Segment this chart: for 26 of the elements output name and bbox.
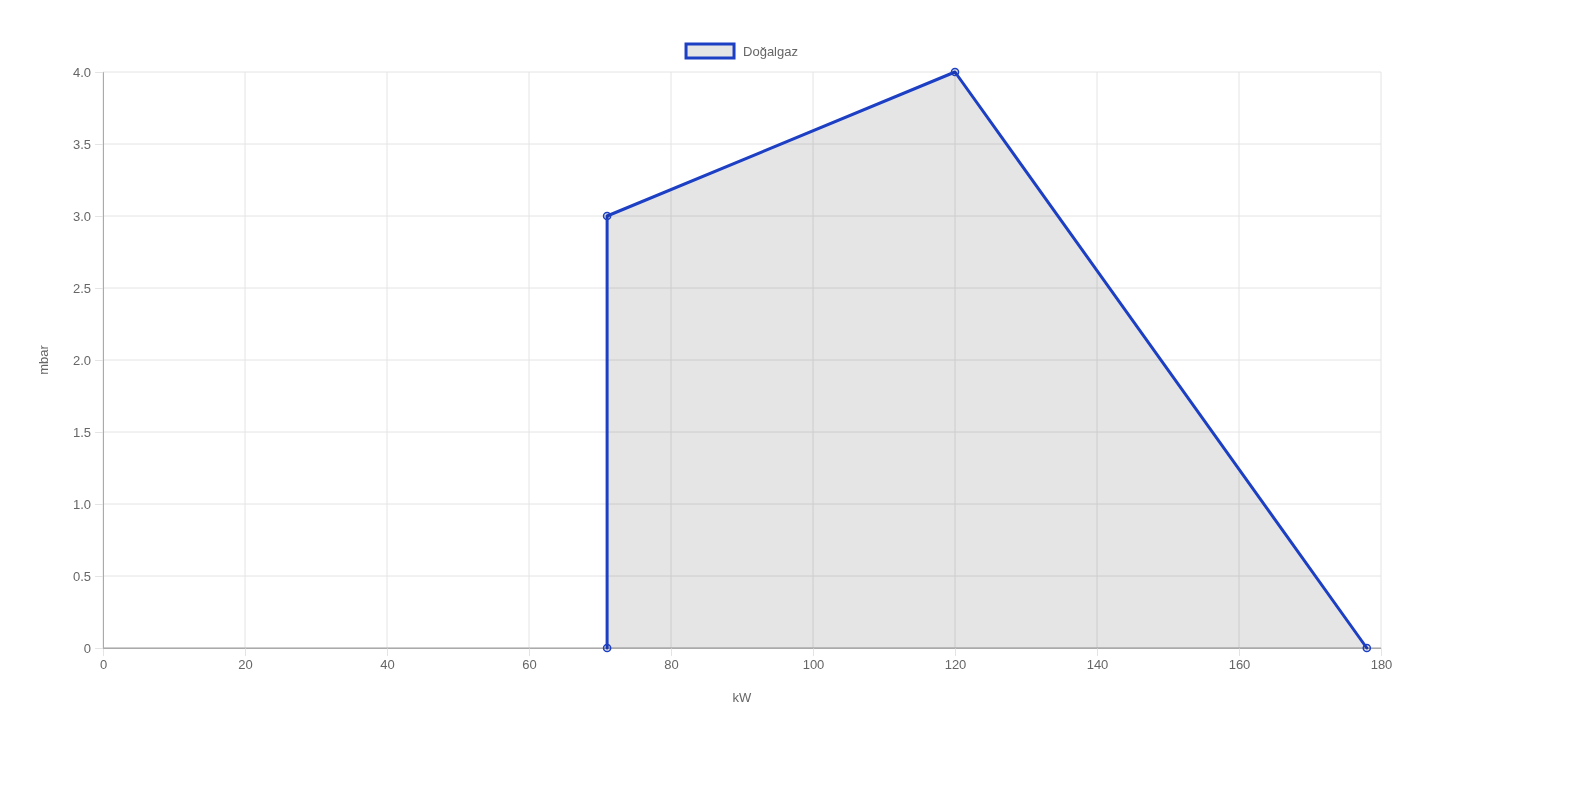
point <box>602 211 612 221</box>
x-tick-label: 0 <box>99 657 108 673</box>
y-tick-label: 4.0 <box>72 64 91 80</box>
point <box>1362 643 1372 653</box>
x-tick-label: 40 <box>380 657 395 673</box>
y-tick-label: 1.0 <box>72 496 91 512</box>
legend-label: Doğalgaz <box>743 44 798 59</box>
point <box>602 643 612 653</box>
x-axis-title: kW <box>732 690 753 705</box>
y-tick-label: 0 <box>83 640 91 656</box>
x-tick-label: 20 <box>238 657 253 673</box>
x-tick-label: 100 <box>802 657 825 673</box>
point <box>950 67 960 77</box>
x-tick-label: 160 <box>1228 657 1251 673</box>
x-tick-label: 120 <box>944 657 967 673</box>
x-tick-label: 180 <box>1370 657 1393 673</box>
y-tick-label: 2.0 <box>72 352 91 368</box>
x-tick-label: 140 <box>1086 657 1109 673</box>
y-tick-label: 0.5 <box>72 568 91 584</box>
y-tick-label: 2.5 <box>72 280 91 296</box>
x-tick-label: 60 <box>522 657 537 673</box>
y-tick-label: 3.0 <box>72 208 91 224</box>
x-tick-label: 80 <box>664 657 679 673</box>
y-tick-label: 1.5 <box>72 424 91 440</box>
y-tick-label: 3.5 <box>72 136 91 152</box>
y-axis-title: mbar <box>36 344 51 375</box>
